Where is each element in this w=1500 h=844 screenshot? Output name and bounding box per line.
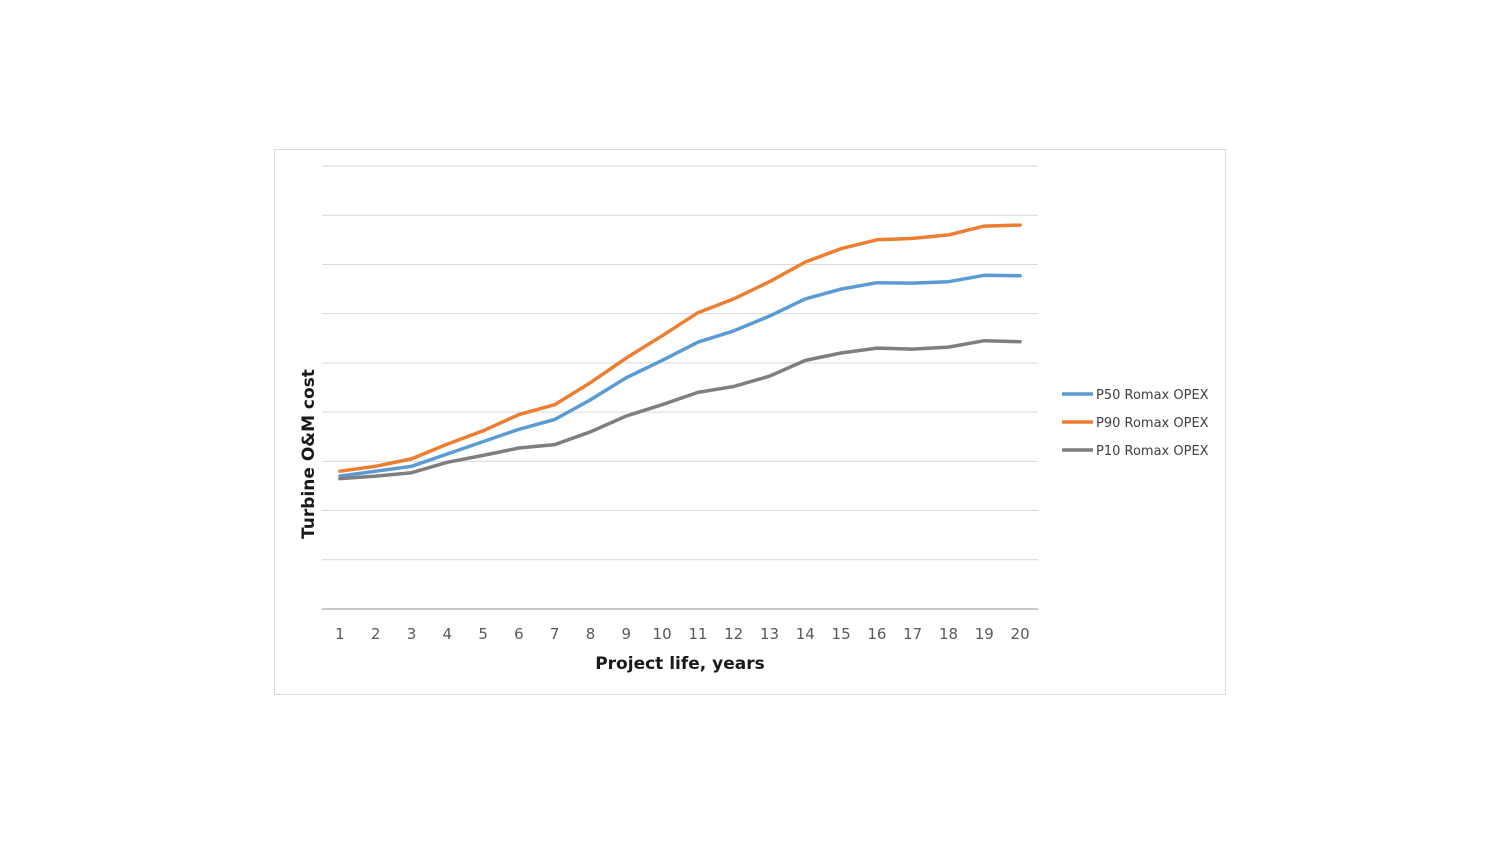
x-tick-label: 5 [478, 625, 488, 643]
series-line-3 [338, 338, 1022, 481]
x-tick-label: 2 [371, 625, 381, 643]
legend-label: P50 Romax OPEX [1096, 388, 1209, 403]
x-tick-label: 19 [975, 625, 994, 643]
y-axis-title: Turbine O&M cost [299, 369, 319, 539]
x-tick-labels: 1 2 3 4 5 6 7 8 9 10 11 12 13 14 15 16 17 18 19 20 [335, 625, 1030, 643]
legend-label: P10 Romax OPEX [1096, 444, 1209, 459]
x-tick-label: 3 [407, 625, 417, 643]
x-tick-label: 12 [724, 625, 743, 643]
x-tick-label: 7 [550, 625, 560, 643]
series-line-1 [338, 273, 1022, 478]
x-tick-label: 6 [514, 625, 524, 643]
x-tick-label: 14 [796, 625, 815, 643]
x-tick-label: 8 [586, 625, 596, 643]
x-tick-label: 20 [1011, 625, 1030, 643]
series-lines [338, 223, 1022, 481]
x-tick-label: 17 [903, 625, 922, 643]
x-tick-label: 9 [622, 625, 632, 643]
x-tick-label: 10 [653, 625, 672, 643]
x-tick-label: 15 [832, 625, 851, 643]
x-axis-title: Project life, years [595, 654, 765, 674]
x-tick-label: 13 [760, 625, 779, 643]
x-tick-label: 4 [443, 625, 453, 643]
legend-label: P90 Romax OPEX [1096, 416, 1209, 431]
x-tick-label: 1 [335, 625, 345, 643]
legend: P50 Romax OPEX P90 Romax OPEX P10 Romax OP… [1062, 388, 1209, 459]
gridlines [322, 165, 1038, 561]
series-line-2 [338, 223, 1022, 473]
x-tick-label: 16 [867, 625, 886, 643]
x-tick-label: 11 [688, 625, 707, 643]
x-tick-label: 18 [939, 625, 958, 643]
